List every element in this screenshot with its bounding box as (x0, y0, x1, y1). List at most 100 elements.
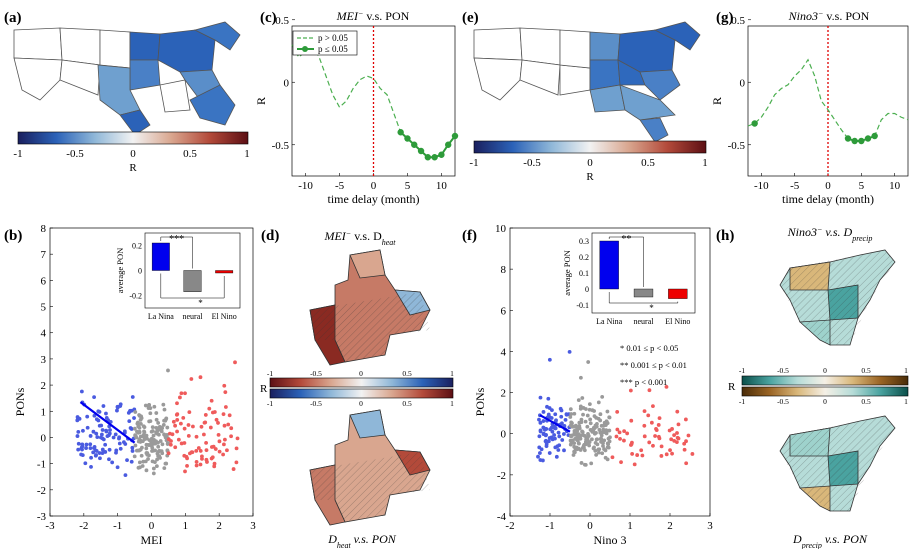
scatter-point (130, 449, 135, 453)
scatter-point (541, 431, 546, 436)
map-h-bottom (779, 415, 896, 512)
scatter-point (125, 458, 129, 463)
inset-y-tick: 0.2 (132, 242, 142, 251)
scatter-point (80, 444, 85, 449)
map-d-top (309, 249, 431, 366)
sig-legend-line: ** 0.001 ≤ p < 0.01 (620, 360, 687, 370)
scatter-point (553, 412, 558, 417)
scatter-point (136, 448, 141, 453)
scatter-point (683, 417, 688, 422)
scatter-point (136, 439, 141, 444)
scatter-point (108, 428, 112, 432)
y-tick-label: -1 (37, 459, 46, 471)
scatter-point (101, 404, 106, 408)
x-tick-label: 0 (371, 180, 377, 192)
scatter-point (107, 457, 111, 462)
colorbar-d-tick: -0.5 (310, 399, 322, 408)
fit-line (79, 401, 136, 444)
scatter-point (160, 426, 165, 430)
scatter-point (146, 457, 150, 461)
scatter-point (597, 427, 602, 432)
sig-bracket-top (160, 236, 193, 269)
scatter-point (151, 466, 156, 471)
y-tick-label: -3 (37, 511, 47, 523)
scatter-point (187, 410, 192, 414)
colorbar-d-tick: -1 (267, 399, 273, 408)
scatter-point (132, 426, 137, 431)
scatter-point (163, 417, 168, 422)
scatter-point (676, 422, 681, 427)
colorbar-h-top (741, 375, 909, 386)
y-tick-label: 2 (501, 388, 507, 400)
x-axis-label: time delay (month) (782, 192, 874, 206)
scatter-point (550, 408, 554, 413)
scatter-point (630, 440, 634, 445)
scatter-point (95, 435, 100, 440)
significant-point (438, 151, 445, 158)
scatter-point (615, 427, 620, 432)
scatter-point (148, 411, 153, 416)
scatter-point (200, 454, 204, 459)
series-line (747, 58, 909, 142)
scatter-point (589, 461, 594, 466)
scatter-point (538, 451, 542, 455)
scatter-point (94, 431, 99, 436)
scatter-point (572, 411, 577, 416)
scatter-point (221, 452, 226, 457)
scatter-point (162, 466, 167, 471)
scatter-point (157, 448, 162, 453)
panel-letter-a: (a) (4, 10, 22, 26)
scatter-point (537, 445, 542, 450)
x-tick-label: 0 (587, 520, 593, 532)
scatter-point (153, 441, 158, 446)
panel-letter-b: (b) (4, 228, 22, 244)
scatter-point (141, 434, 146, 438)
colorbar-d-label: R (260, 383, 268, 395)
y-tick-label: 0 (740, 77, 746, 89)
scatter-point (675, 431, 679, 435)
colorbar-h-label: R (728, 381, 736, 393)
scatter-point (182, 453, 187, 458)
scatter-point (76, 430, 81, 434)
scatter-point (580, 430, 585, 434)
scatter-point (587, 407, 592, 412)
scatter-point (564, 412, 569, 417)
inset-category-label: neural (634, 317, 655, 326)
scatter-point (85, 414, 90, 419)
colorbar-d-tick: -0.5 (310, 369, 322, 378)
scatter-point (588, 417, 593, 422)
scatter-point (88, 442, 93, 447)
scatter-point (89, 464, 93, 469)
scatter-point (598, 412, 603, 417)
scatter-point (646, 413, 651, 418)
scatter-point (204, 448, 209, 453)
scatter-point (133, 443, 138, 448)
scatter-point (194, 460, 199, 464)
scatter-point (217, 439, 222, 444)
sig-legend-line: * 0.01 ≤ p < 0.05 (620, 343, 678, 353)
scatter-point (234, 446, 239, 451)
significant-point (858, 137, 865, 145)
scatter-point (632, 462, 637, 467)
scatter-point (142, 437, 147, 442)
y-axis-label: PONs (473, 387, 487, 416)
scatter-point (216, 432, 221, 437)
colorbar-e-tick: -1 (469, 157, 478, 169)
scatter-point (537, 434, 542, 439)
scatter-point (98, 456, 102, 461)
scatter-point (137, 413, 142, 418)
x-tick-label: 0 (825, 180, 831, 192)
scatter-point (99, 432, 104, 437)
map-h-top-title: Nino3− v.s. Dprecip (787, 225, 873, 243)
scatter-point (157, 454, 162, 459)
scatter-point (596, 450, 601, 455)
scatter-point (198, 449, 203, 453)
inset-bar (633, 288, 654, 298)
scatter-point (146, 405, 151, 410)
scatter-point (570, 424, 574, 429)
significant-point (851, 137, 858, 145)
scatter-point (166, 451, 171, 456)
map-d-top-title: MEI− v.s. Dheat (323, 229, 396, 247)
inset-category-label: neural (183, 312, 204, 321)
scatter-point (572, 449, 577, 454)
